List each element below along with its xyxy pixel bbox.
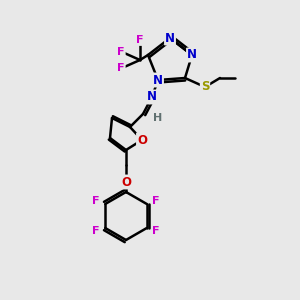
Text: N: N (187, 49, 197, 62)
Text: O: O (121, 176, 131, 188)
Text: N: N (147, 91, 157, 103)
Text: F: F (92, 226, 100, 236)
Text: F: F (152, 226, 160, 236)
Text: F: F (92, 196, 100, 206)
Text: F: F (136, 35, 144, 45)
Text: H: H (153, 113, 163, 123)
Text: O: O (137, 134, 147, 146)
Text: N: N (165, 32, 175, 44)
Text: S: S (201, 80, 209, 94)
Text: N: N (153, 74, 163, 86)
Text: F: F (117, 47, 125, 57)
Text: F: F (117, 63, 125, 73)
Text: F: F (152, 196, 160, 206)
